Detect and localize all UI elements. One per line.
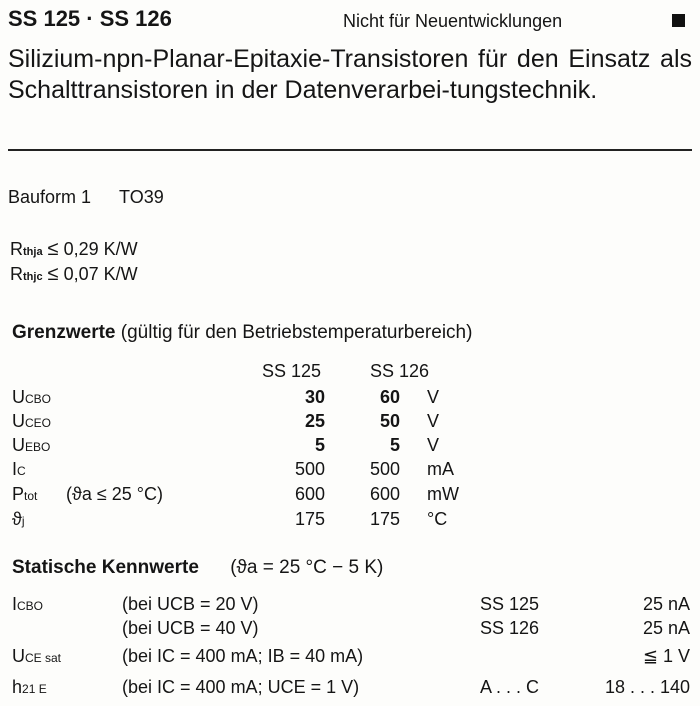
subscript: thja [23,246,43,258]
unit: °C [427,509,448,529]
section-title: Statische Kennwerte [12,557,199,578]
symbol: R [10,239,23,259]
type: SS 125 [480,594,540,614]
unit: mW [427,484,459,504]
value-ss125: 5 [314,435,325,455]
bauform-label: Bauform 1 [8,187,92,207]
subscript: tot [24,489,38,503]
condition: (ϑa ≤ 25 °C) [66,484,163,504]
table-row: UCBO 30 60 V [0,386,700,410]
value-ss126: 500 [369,459,400,479]
value: 0,29 K/W [63,239,138,259]
symbol: I [12,459,18,479]
grenzwerte-heading: Grenzwerte (gültig für den Betriebstempe… [12,321,472,344]
bauform: Bauform 1 TO39 [8,186,164,208]
relation: ≤ [47,263,59,285]
value-ss125: 175 [294,509,325,529]
value: 25 nA [642,618,690,638]
type: A . . . C [480,677,540,697]
parameter-symbol: UEBO [12,434,50,458]
status-note: Nicht für Neuentwicklungen [343,11,563,31]
square-marker-icon [672,14,685,27]
table-row: IC 500 500 mA [0,458,700,482]
table-row: (bei UCB = 40 V) SS 126 25 nA [0,617,700,641]
subscript: CE sat [25,651,62,665]
table-row: ICBO (bei UCB = 20 V) SS 125 25 nA [0,593,700,617]
subscript: C [17,464,26,478]
table-row: UCEO 25 50 V [0,410,700,434]
parameter-symbol: IC [12,458,26,482]
subscript: CBO [17,599,44,613]
table-row: Ptot (ϑa ≤ 25 °C) 600 600 mW [0,483,700,507]
parameter-symbol: Ptot [12,483,37,507]
symbol: h [12,677,23,697]
value-ss126: 600 [369,484,400,504]
divider [8,149,692,151]
value-ss125: 500 [294,459,325,479]
package: TO39 [119,187,164,207]
value: 0,07 K/W [63,264,138,284]
condition: (bei IC = 400 mA; IB = 40 mA) [122,646,364,666]
unit: V [427,411,440,431]
value-ss126: 175 [369,509,400,529]
value-ss125: 600 [294,484,325,504]
subscript: 21 E [22,682,47,696]
column-header: SS 125 [262,361,322,381]
parameter-symbol: ICBO [12,593,43,617]
type: SS 126 [480,618,540,638]
column-header: SS 126 [370,361,430,381]
parameter-symbol: UCEO [12,410,51,434]
value-ss125: 30 [304,387,325,407]
symbol: P [12,484,25,504]
thermal-resistance-jc: Rthjc ≤ 0,07 K/W [10,263,138,285]
symbol: R [10,264,23,284]
value-ss125: 25 [304,411,325,431]
symbol: U [12,411,25,431]
subscript: CBO [25,392,52,406]
symbol: U [12,435,25,455]
description: Silizium-npn-Planar-Epitaxie-Transistore… [8,45,692,104]
value: ≦ 1 V [642,646,690,666]
subscript: CEO [25,416,52,430]
value: 18 . . . 140 [604,677,690,697]
symbol: U [12,646,25,666]
thermal-resistance-ja: Rthja ≤ 0,29 K/W [10,238,138,260]
condition: (bei UCB = 40 V) [122,618,259,638]
table-row: UEBO 5 5 V [0,434,700,458]
parameter-symbol: ϑj [12,508,25,532]
section-subtitle: (gültig für den Betriebstemperaturbereic… [120,322,473,343]
condition: (bei IC = 400 mA; UCE = 1 V) [122,677,360,697]
table-row: h21 E (bei IC = 400 mA; UCE = 1 V) A . .… [0,676,700,700]
value: 25 nA [642,594,690,614]
page-title: SS 125 · SS 126 [8,6,172,31]
unit: V [427,387,440,407]
condition: (bei UCB = 20 V) [122,594,259,614]
unit: V [427,435,440,455]
parameter-symbol: UCBO [12,386,51,410]
section-subtitle: (ϑa = 25 °C − 5 K) [230,557,384,578]
parameter-symbol: UCE sat [12,645,61,669]
subscript: EBO [25,440,51,454]
kennwerte-heading: Statische Kennwerte (ϑa = 25 °C − 5 K) [12,556,383,579]
unit: mA [427,459,454,479]
symbol: U [12,387,25,407]
value-ss126: 60 [379,387,400,407]
value-ss126: 50 [379,411,400,431]
section-title: Grenzwerte [12,322,116,343]
relation: ≤ [47,238,59,260]
table-row: ϑj 175 175 °C [0,508,700,532]
table-row: UCE sat (bei IC = 400 mA; IB = 40 mA) ≦ … [0,645,700,669]
symbol: I [12,594,18,614]
value-ss126: 5 [389,435,400,455]
symbol: ϑ [12,509,22,529]
subscript: thjc [23,271,43,283]
subscript: j [21,514,25,528]
parameter-symbol: h21 E [12,676,47,700]
